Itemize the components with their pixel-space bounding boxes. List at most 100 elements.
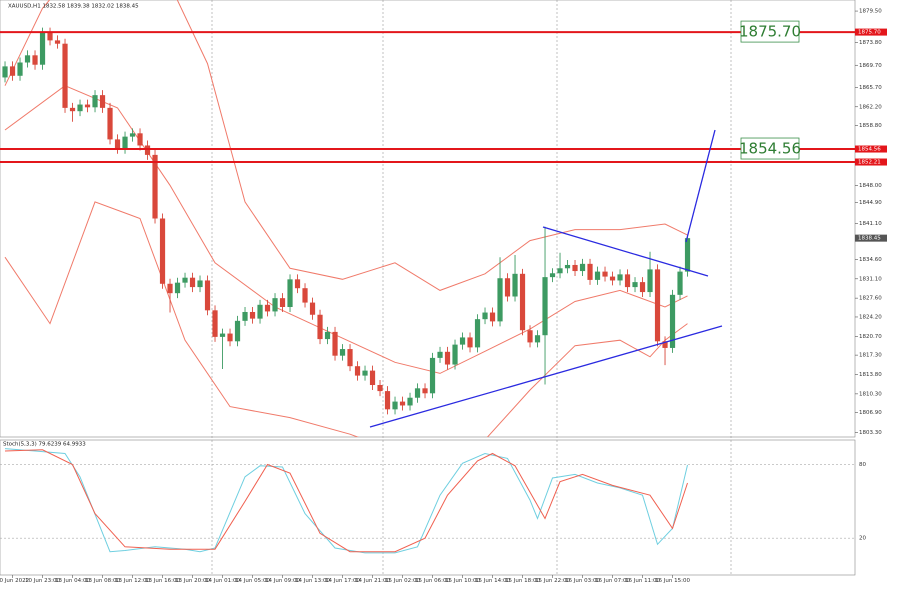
y-tick-label: 1803.30 bbox=[859, 430, 882, 436]
candle-body bbox=[92, 95, 98, 108]
candle-body bbox=[662, 341, 668, 348]
x-tick-label: 16 Jun 03:00 bbox=[565, 578, 600, 584]
candle-body bbox=[639, 282, 646, 293]
chart-title: XAUUSD,H1 1832.58 1839.38 1832.02 1838.4… bbox=[8, 4, 139, 10]
candle-body bbox=[624, 274, 631, 288]
candle-body bbox=[24, 55, 31, 63]
x-tick-label: 10 Jun 23:00 bbox=[25, 578, 60, 584]
candle-body bbox=[684, 238, 691, 272]
level-tag bbox=[855, 145, 887, 153]
x-tick-label: 15 Jun 02:00 bbox=[385, 578, 420, 584]
level-tag bbox=[855, 28, 887, 36]
candle-body bbox=[212, 310, 218, 337]
x-tick-label: 14 Jun 17:00 bbox=[325, 578, 360, 584]
candle-body bbox=[69, 107, 76, 112]
candle-body bbox=[324, 331, 331, 340]
level-box bbox=[740, 137, 800, 160]
x-tick-label: 15 Jun 18:00 bbox=[505, 578, 540, 584]
candle-body bbox=[407, 397, 413, 406]
candle-body bbox=[497, 278, 503, 322]
candle-body bbox=[219, 333, 226, 337]
stoch-title: Stoch(5,3,3) 79.6239 64.9933 bbox=[3, 442, 86, 448]
candle-body bbox=[264, 304, 271, 312]
candle-body bbox=[602, 271, 608, 277]
stoch-panel bbox=[0, 439, 856, 576]
candle-body bbox=[677, 271, 683, 295]
candle-body bbox=[272, 298, 278, 312]
y-tick-label: 1841.10 bbox=[859, 221, 882, 227]
candle-body bbox=[39, 32, 46, 65]
candle-body bbox=[362, 370, 368, 376]
candle-body bbox=[347, 349, 353, 367]
candle-body bbox=[564, 264, 571, 269]
x-tick-label: 14 Jun 09:00 bbox=[265, 578, 300, 584]
candle-body bbox=[2, 66, 8, 78]
candle-body bbox=[152, 154, 158, 219]
candle-body bbox=[369, 370, 376, 386]
candle-body bbox=[542, 277, 548, 336]
candle-body bbox=[669, 294, 676, 348]
candle-body bbox=[534, 335, 541, 343]
candle-body bbox=[579, 263, 586, 272]
candle-body bbox=[332, 331, 338, 356]
y-tick-label: 1858.80 bbox=[859, 123, 882, 129]
candle-body bbox=[654, 269, 661, 342]
y-tick-label: 1806.90 bbox=[859, 410, 882, 416]
candle-body bbox=[129, 133, 136, 137]
band-line bbox=[4, 0, 688, 291]
candle-body bbox=[242, 311, 248, 321]
candle-body bbox=[452, 344, 458, 365]
band-line bbox=[4, 201, 688, 437]
candle-body bbox=[159, 218, 166, 284]
candle-body bbox=[647, 269, 653, 293]
candle-body bbox=[144, 145, 151, 155]
candle-body bbox=[17, 62, 23, 76]
candle-body bbox=[294, 279, 301, 289]
candle-body bbox=[317, 314, 323, 340]
y-tick-label: 80 bbox=[859, 462, 866, 468]
candle-body bbox=[422, 388, 428, 394]
x-tick-label: 15 Jun 06:00 bbox=[415, 578, 450, 584]
candle-body bbox=[227, 333, 233, 342]
candle-body bbox=[302, 288, 308, 303]
candle-body bbox=[437, 351, 443, 358]
y-tick-label: 1817.30 bbox=[859, 353, 882, 359]
x-tick-label: 15 Jun 14:00 bbox=[475, 578, 510, 584]
candle-body bbox=[257, 304, 263, 319]
y-tick-label: 1831.10 bbox=[859, 276, 882, 282]
candle-body bbox=[617, 274, 623, 281]
x-tick-label: 13 Jun 20:00 bbox=[175, 578, 210, 584]
x-tick-label: 13 Jun 16:00 bbox=[145, 578, 180, 584]
candle-body bbox=[54, 40, 61, 44]
candle-body bbox=[99, 95, 106, 108]
candle-body bbox=[504, 278, 511, 297]
y-tick-label: 1834.60 bbox=[859, 257, 882, 263]
candle-body bbox=[632, 282, 638, 288]
y-tick-label: 1844.90 bbox=[859, 200, 882, 206]
candle-body bbox=[122, 136, 128, 149]
candle-body bbox=[279, 298, 286, 308]
stoch-line bbox=[4, 448, 688, 554]
candle-body bbox=[549, 273, 556, 278]
candle-body bbox=[587, 263, 593, 280]
candle-body bbox=[594, 271, 601, 280]
x-tick-label: 15 Jun 10:00 bbox=[445, 578, 480, 584]
y-tick-label: 1869.70 bbox=[859, 63, 882, 69]
level-box bbox=[740, 20, 800, 43]
y-tick-label: 1820.70 bbox=[859, 334, 882, 340]
y-tick-label: 1813.80 bbox=[859, 372, 882, 378]
last-price-label: 1838.45 bbox=[858, 236, 881, 242]
candle-body bbox=[354, 366, 361, 376]
x-tick-label: 14 Jun 13:00 bbox=[295, 578, 330, 584]
candle-body bbox=[77, 104, 83, 112]
y-tick-label: 1824.20 bbox=[859, 314, 882, 320]
candle-body bbox=[429, 357, 436, 394]
candle-body bbox=[609, 276, 616, 281]
candle-body bbox=[249, 311, 256, 319]
y-tick-label: 1879.50 bbox=[859, 9, 882, 15]
y-tick-label: 1827.60 bbox=[859, 296, 882, 302]
level-box-label: 1854.56 bbox=[739, 140, 801, 158]
last-price-tag bbox=[855, 234, 887, 242]
candle-body bbox=[512, 273, 518, 297]
